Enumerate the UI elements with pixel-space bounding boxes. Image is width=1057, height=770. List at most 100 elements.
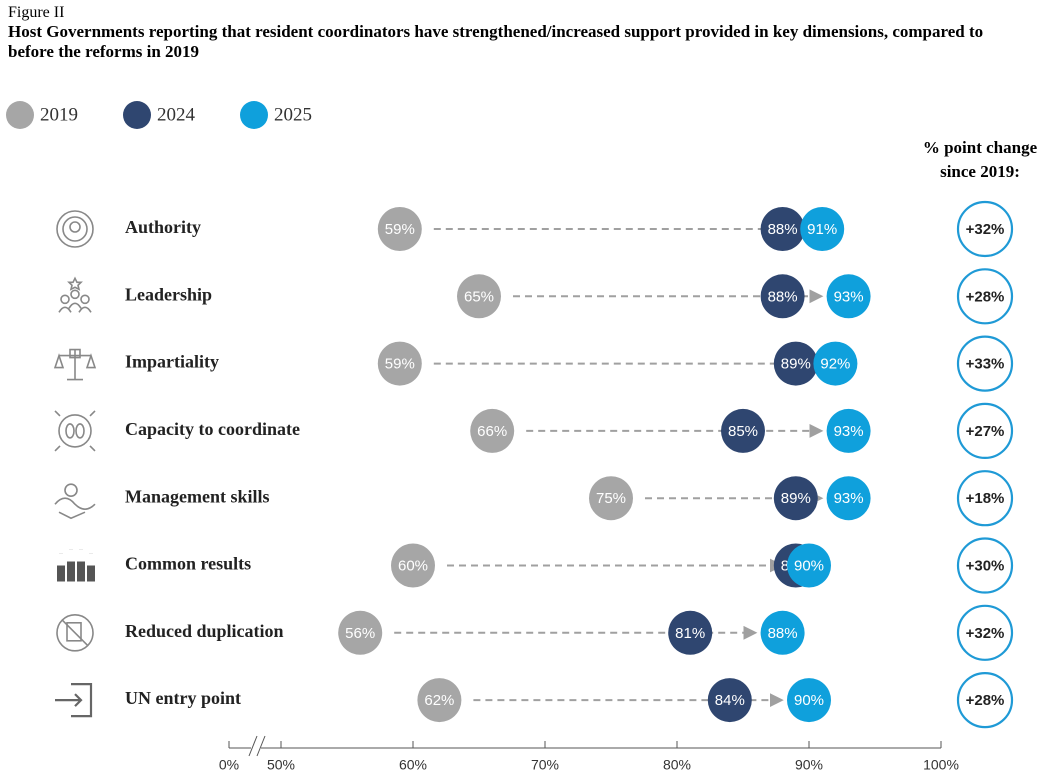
dot [377, 207, 422, 251]
dot [826, 476, 871, 521]
icon-part [69, 221, 81, 233]
icon-part [54, 497, 96, 520]
x-tick-label: 90% [795, 757, 823, 770]
dot [800, 207, 845, 251]
row-icon [56, 210, 94, 248]
dot [826, 274, 871, 319]
axis-break [248, 735, 258, 757]
icon-part [54, 410, 96, 452]
data-label: 93% [834, 423, 864, 440]
axis-break [256, 735, 266, 757]
data-label: 88% [768, 288, 798, 305]
change-label: +32% [966, 221, 1005, 238]
dot [377, 341, 422, 386]
icon-part [75, 423, 85, 439]
data-label: 91% [807, 221, 837, 238]
data-label: 62% [424, 692, 454, 709]
dot [391, 543, 435, 588]
change-label: +32% [966, 625, 1005, 642]
x-tick-label: 100% [923, 757, 959, 770]
data-label: 90% [794, 692, 824, 709]
data-label: 65% [464, 288, 494, 305]
icon-part [58, 276, 92, 313]
row-icon [54, 410, 96, 452]
icon-part [56, 210, 94, 248]
category-label: Management skills [125, 486, 270, 506]
dot [470, 408, 515, 453]
legend-label: 2025 [274, 104, 312, 125]
icon-part [77, 561, 85, 582]
data-label: 88% [768, 625, 798, 642]
row-icon [53, 348, 97, 381]
legend-swatch [240, 101, 268, 129]
row-icon [58, 276, 92, 313]
dot [826, 408, 871, 453]
change-label: +28% [966, 692, 1005, 709]
dot [787, 678, 831, 723]
data-label: 89% [781, 356, 811, 373]
dot [721, 408, 765, 453]
icon-part [66, 621, 82, 642]
dot [417, 678, 462, 723]
icon-part [58, 414, 92, 448]
dot [457, 274, 501, 319]
x-tick-label: 50% [267, 757, 295, 770]
data-label: 56% [345, 625, 375, 642]
data-label: 60% [398, 557, 428, 574]
data-label: 66% [477, 423, 507, 440]
category-label: Authority [125, 217, 201, 237]
change-badge [956, 402, 1014, 459]
data-label: 85% [728, 423, 758, 440]
icon-part [87, 565, 95, 582]
category-label: Impartiality [125, 352, 219, 372]
icon-part [67, 561, 75, 582]
icon-part [59, 549, 93, 554]
category-label: UN entry point [125, 688, 241, 708]
change-badge [956, 604, 1014, 661]
row-icon [57, 549, 95, 582]
data-label: 93% [834, 288, 864, 305]
category-label: Capacity to coordinate [125, 419, 300, 439]
change-badge [956, 537, 1014, 594]
dot [773, 476, 818, 521]
icon-part [57, 565, 65, 582]
x-tick-label: 70% [531, 757, 559, 770]
dot [773, 341, 818, 386]
change-header: % point change since 2019: [922, 138, 1038, 181]
data-label: 92% [820, 356, 850, 373]
change-badge [956, 200, 1014, 258]
x-tick-label: 60% [399, 757, 427, 770]
dot [813, 341, 858, 386]
data-label: 89% [781, 490, 811, 507]
dot [668, 610, 713, 655]
data-label: 59% [385, 356, 415, 373]
dot [760, 610, 805, 655]
change-label: +18% [966, 490, 1005, 507]
category-label: Common results [125, 554, 251, 574]
data-label: 84% [715, 692, 745, 709]
change-badge [956, 470, 1014, 527]
legend-label: 2024 [157, 104, 196, 125]
change-label: +28% [966, 288, 1005, 305]
dot [760, 207, 805, 251]
change-label: +27% [966, 423, 1005, 440]
change-badge [956, 335, 1014, 392]
change-label: +33% [966, 356, 1005, 373]
dot [787, 543, 831, 588]
dot [707, 678, 752, 723]
x-tick-label: 80% [663, 757, 691, 770]
data-label: 81% [675, 625, 705, 642]
data-label: 90% [794, 557, 824, 574]
chart-title: Host Governments reporting that resident… [8, 22, 984, 61]
legend-swatch [123, 101, 151, 129]
row-icon [55, 682, 93, 718]
legend-swatch [6, 101, 34, 129]
change-label: +30% [966, 557, 1005, 574]
x-tick-label: 0% [219, 757, 239, 770]
dot [589, 476, 633, 521]
row-icon [54, 483, 96, 520]
icon-part [64, 483, 78, 498]
data-label: 75% [596, 490, 626, 507]
